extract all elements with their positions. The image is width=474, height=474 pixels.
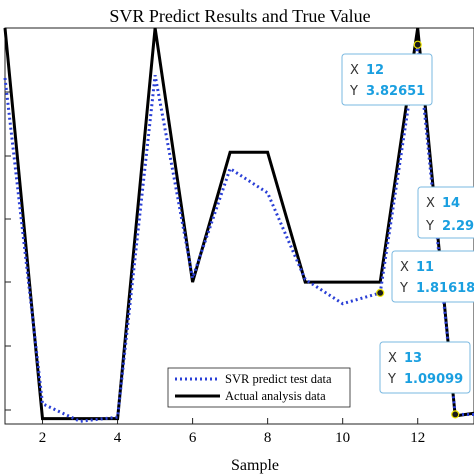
datatip-x-value: 14 <box>442 196 460 211</box>
datatip-x-value: 12 <box>366 63 384 78</box>
series-line-predict <box>3 44 474 423</box>
datatip-11[interactable]: X 11 Y 1.81618 <box>391 250 474 303</box>
x-axis-ticks: 2 4 6 8 10 12 <box>39 418 425 446</box>
legend-box <box>167 367 351 408</box>
datatip-y-value: 1.81618 <box>416 281 474 296</box>
x-tick-label: 6 <box>189 430 197 446</box>
x-tick-label: 4 <box>114 430 122 446</box>
datatip-14[interactable]: X 14 Y 2.293 <box>417 186 474 239</box>
x-tick-label: 8 <box>264 430 272 446</box>
x-tick-label: 12 <box>410 430 425 446</box>
datatip-box <box>341 53 433 106</box>
legend: SVR predict test data Actual analysis da… <box>167 367 351 408</box>
datatip-x-label: X <box>388 351 397 366</box>
datatip-marker[interactable] <box>413 40 422 49</box>
x-tick-label: 10 <box>335 430 350 446</box>
datatip-y-value: 1.09099 <box>404 372 463 387</box>
legend-label-actual: Actual analysis data <box>225 389 326 403</box>
datatip-x-value: 11 <box>416 260 434 275</box>
x-axis-label: Sample <box>231 457 279 474</box>
datatip-x-label: X <box>426 196 435 211</box>
x-tick-label: 2 <box>39 430 47 446</box>
datatip-x-value: 13 <box>404 351 422 366</box>
datatip-x-label: X <box>350 63 359 78</box>
datatip-y-value: 2.293 <box>442 219 474 234</box>
datatip-box <box>379 341 471 394</box>
chart-title: SVR Predict Results and True Value <box>109 6 370 26</box>
datatip-13[interactable]: X 13 Y 1.09099 <box>379 341 471 394</box>
datatip-marker[interactable] <box>376 288 385 298</box>
datatip-box <box>391 250 474 303</box>
datatip-y-label: Y <box>425 219 434 234</box>
legend-label-predict: SVR predict test data <box>225 372 332 386</box>
datatip-y-label: Y <box>399 281 408 296</box>
datatip-box <box>417 186 474 239</box>
datatip-markers <box>376 40 460 419</box>
datatip-y-value: 3.82651 <box>366 84 425 99</box>
datatip-12[interactable]: X 12 Y 3.82651 <box>341 53 433 106</box>
datatip-marker[interactable] <box>451 410 460 419</box>
y-axis-ticks <box>5 91 11 411</box>
datatip-y-label: Y <box>349 84 358 99</box>
datatip-y-label: Y <box>387 372 396 387</box>
datatip-x-label: X <box>400 260 409 275</box>
